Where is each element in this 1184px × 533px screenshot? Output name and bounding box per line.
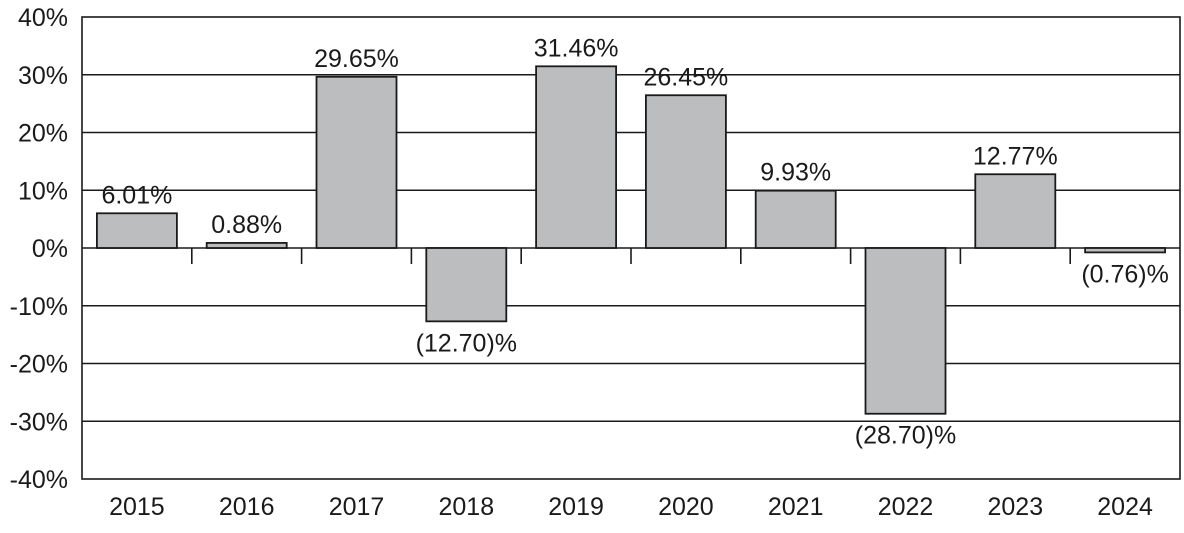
y-tick-label: -30% — [10, 408, 68, 436]
x-axis-category-labels: 2015 2016 2017 2018 2019 2020 2021 2022 2023 2024 — [109, 493, 1153, 521]
axes — [81, 16, 1181, 480]
data-labels: 6.01% 0.88% 29.65% (12.70)% 31.46% 26.45% 9.93… — [101, 34, 1168, 449]
x-category-label: 2020 — [658, 493, 714, 521]
data-label-2024: (0.76)% — [1081, 260, 1169, 288]
x-category-label: 2022 — [878, 493, 934, 521]
bar-2018 — [425, 247, 508, 323]
plot-frame — [81, 16, 1181, 480]
data-label-2023: 12.77% — [973, 142, 1058, 170]
data-label-2021: 9.93% — [760, 159, 831, 187]
data-label-2016: 0.88% — [211, 211, 282, 239]
bar-2019 — [535, 65, 617, 249]
x-category-label: 2018 — [438, 493, 494, 521]
x-category-label: 2015 — [109, 493, 165, 521]
data-label-2015: 6.01% — [101, 181, 172, 209]
y-tick-label: -20% — [10, 351, 68, 379]
y-tick-label: 10% — [18, 177, 68, 205]
x-category-label: 2024 — [1097, 493, 1153, 521]
data-label-2022: (28.70)% — [855, 422, 956, 450]
data-label-2018: (12.70)% — [416, 329, 517, 357]
x-category-label: 2016 — [219, 493, 275, 521]
x-category-label: 2019 — [548, 493, 604, 521]
bar-2021 — [754, 189, 837, 249]
bar-2024 — [1084, 247, 1166, 254]
x-category-label: 2021 — [768, 493, 824, 521]
bars — [96, 65, 1166, 415]
y-tick-label: -40% — [10, 466, 68, 494]
y-tick-label: 20% — [18, 120, 68, 148]
data-label-2017: 29.65% — [314, 45, 399, 73]
y-tick-label: 30% — [18, 62, 68, 90]
y-tick-label: -10% — [10, 293, 68, 321]
y-tick-label: 40% — [18, 4, 68, 32]
bar-2022 — [864, 247, 947, 415]
x-category-label: 2023 — [987, 493, 1043, 521]
y-tick-label: 0% — [32, 235, 68, 263]
bar-2023 — [974, 173, 1057, 249]
x-category-label: 2017 — [329, 493, 385, 521]
data-label-2020: 26.45% — [644, 63, 729, 91]
bar-2016 — [205, 242, 288, 249]
bar-2017 — [315, 75, 398, 249]
y-axis-tick-labels: 40% 30% 20% 10% 0% -10% -20% -30% -40% — [10, 4, 68, 494]
bar-2015 — [96, 212, 178, 249]
bar-2020 — [645, 94, 727, 249]
data-label-2019: 31.46% — [534, 34, 619, 62]
